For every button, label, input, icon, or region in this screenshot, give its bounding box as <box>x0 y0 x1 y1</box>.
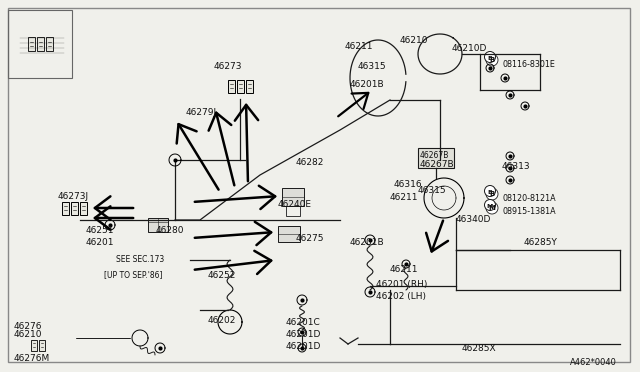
Text: 46201: 46201 <box>86 238 115 247</box>
Text: 46252: 46252 <box>208 271 236 280</box>
Text: 46315: 46315 <box>418 186 447 195</box>
Text: M: M <box>487 203 493 208</box>
Text: B: B <box>490 191 495 197</box>
Text: 46279J: 46279J <box>186 108 217 117</box>
Circle shape <box>484 186 495 196</box>
Text: B: B <box>488 189 492 195</box>
Bar <box>418 148 454 168</box>
Bar <box>148 218 168 232</box>
Bar <box>79 202 86 215</box>
Bar <box>227 80 234 93</box>
Text: 08915-1381A: 08915-1381A <box>503 207 557 216</box>
Text: 46251: 46251 <box>86 226 115 235</box>
Text: 46202: 46202 <box>208 316 236 325</box>
Text: 46285Y: 46285Y <box>524 238 558 247</box>
Text: 46211: 46211 <box>390 193 419 202</box>
Bar <box>45 37 52 51</box>
Text: 46267B: 46267B <box>420 160 454 169</box>
Text: 46267B: 46267B <box>420 151 449 160</box>
Text: 46201 (RH): 46201 (RH) <box>376 280 428 289</box>
Bar <box>286 206 300 216</box>
Text: [UP TO SEP.'86]: [UP TO SEP.'86] <box>104 270 163 279</box>
Circle shape <box>484 51 495 62</box>
Bar <box>8 10 72 78</box>
Bar <box>70 202 77 215</box>
Text: 46282: 46282 <box>296 158 324 167</box>
Text: B: B <box>490 57 495 63</box>
Text: 46240E: 46240E <box>278 200 312 209</box>
Bar <box>61 202 68 215</box>
Text: 46285X: 46285X <box>462 344 497 353</box>
Circle shape <box>486 188 498 200</box>
Text: 46211: 46211 <box>345 42 374 51</box>
Text: 46316: 46316 <box>394 180 422 189</box>
Bar <box>278 226 300 242</box>
Text: 46201C: 46201C <box>286 318 321 327</box>
Text: 46210D: 46210D <box>452 44 488 53</box>
Text: SEE SEC.173: SEE SEC.173 <box>116 255 164 264</box>
Text: 46201D: 46201D <box>286 342 321 351</box>
Bar <box>31 340 37 350</box>
Bar <box>28 37 35 51</box>
Text: 46273: 46273 <box>214 62 243 71</box>
Text: 46202 (LH): 46202 (LH) <box>376 292 426 301</box>
Bar <box>282 188 304 206</box>
Text: 46201B: 46201B <box>350 238 385 247</box>
Bar <box>39 340 45 350</box>
Text: A462*0040: A462*0040 <box>570 358 617 367</box>
Text: 08120-8121A: 08120-8121A <box>503 194 557 203</box>
Text: 46210: 46210 <box>400 36 429 45</box>
Bar <box>36 37 44 51</box>
Text: 46276: 46276 <box>14 322 42 331</box>
Circle shape <box>486 54 498 66</box>
Text: 46275: 46275 <box>296 234 324 243</box>
Text: 46201D: 46201D <box>286 330 321 339</box>
Circle shape <box>486 202 498 214</box>
Text: 46340D: 46340D <box>456 215 492 224</box>
Text: 46273J: 46273J <box>58 192 89 201</box>
Text: M: M <box>488 205 495 211</box>
Text: B: B <box>488 55 492 61</box>
Bar <box>237 80 243 93</box>
Text: 46210: 46210 <box>14 330 42 339</box>
Text: 46276M: 46276M <box>14 354 51 363</box>
Circle shape <box>484 199 495 211</box>
Text: 46280: 46280 <box>156 226 184 235</box>
Text: 46313: 46313 <box>502 162 531 171</box>
Text: 46211: 46211 <box>390 265 419 274</box>
Bar <box>246 80 253 93</box>
Text: 46201B: 46201B <box>350 80 385 89</box>
Text: 46315: 46315 <box>358 62 387 71</box>
Text: 08116-8301E: 08116-8301E <box>503 60 556 69</box>
